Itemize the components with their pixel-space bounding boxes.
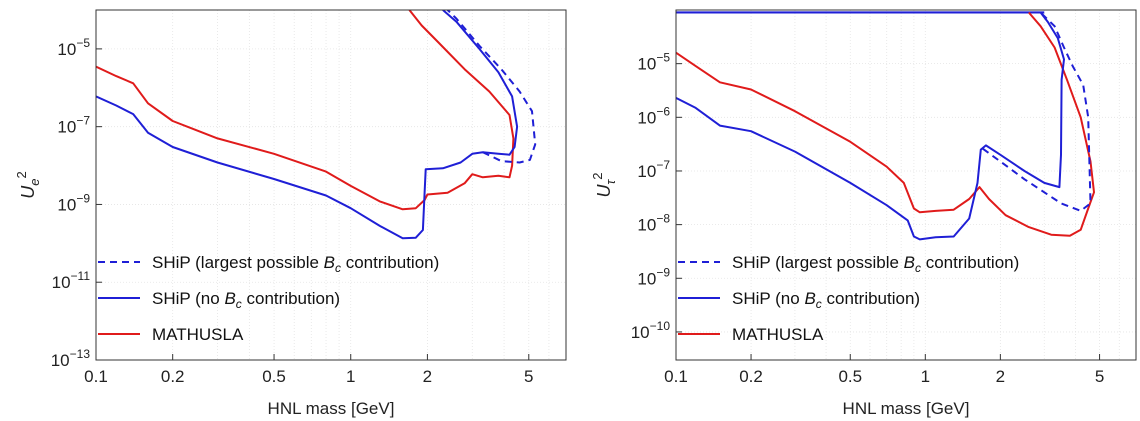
- x-tick-label-right-5: 5: [1095, 367, 1104, 386]
- ticks-left: 0.1 0.2 0.5 1 2 5 10−13 10−11 10−9 10−7 10−5: [51, 36, 534, 386]
- chart-left: 0.1 0.2 0.5 1 2 5 10−13 10−11 10−9 10−7 10−5 HNL m…: [14, 9, 567, 418]
- series-line-ship-right: [676, 11, 1065, 241]
- legend-right: SHiP (largest possible Bc contribution) S…: [678, 253, 1019, 344]
- x-tick-label-left-5: 5: [524, 367, 533, 386]
- y-tick-label-left-3: 10−7: [57, 114, 90, 137]
- y-axis-title-left-sup: 2: [14, 171, 29, 178]
- series-line-ship-bc-right: [982, 11, 1092, 212]
- chart-right: 0.1 0.2 0.5 1 2 5 10−10 10−9 10−8 10−7 10−6 10−5 HN…: [590, 9, 1137, 418]
- x-tick-label-right-2: 0.5: [838, 367, 862, 386]
- y-tick-label-right-1: 10−9: [637, 265, 670, 288]
- y-tick-label-right-5: 10−5: [637, 51, 670, 74]
- y-axis-title-left: Ue2: [14, 171, 42, 198]
- series-line-ship-bc-left: [446, 10, 537, 164]
- y-tick-label-left-4: 10−5: [57, 36, 90, 59]
- series-line-ship-left: [96, 10, 519, 240]
- y-tick-label-left-0: 10−13: [51, 347, 91, 370]
- y-axis-title-right-base: U: [594, 184, 614, 198]
- y-tick-label-left-1: 10−11: [52, 269, 91, 292]
- x-tick-label-left-0: 0.1: [84, 367, 108, 386]
- series-line-mathusla-left: [96, 10, 515, 211]
- x-tick-label-right-4: 2: [996, 367, 1005, 386]
- series-layer-right: [676, 11, 1095, 241]
- y-tick-label-right-2: 10−8: [637, 212, 670, 235]
- legend-label-mathusla-left: MATHUSLA: [152, 325, 244, 344]
- x-tick-label-left-4: 2: [423, 367, 432, 386]
- legend-label-mathusla-right: MATHUSLA: [732, 325, 824, 344]
- x-tick-label-left-2: 0.5: [262, 367, 286, 386]
- x-axis-title-right: HNL mass [GeV]: [843, 399, 970, 418]
- legend-left: SHiP (largest possible Bc contribution) S…: [98, 253, 439, 344]
- x-tick-label-left-1: 0.2: [161, 367, 185, 386]
- y-axis-title-left-sub: e: [27, 179, 42, 186]
- x-tick-label-right-0: 0.1: [664, 367, 688, 386]
- series-line-mathusla-right: [676, 11, 1095, 237]
- y-tick-label-right-3: 10−7: [637, 158, 670, 181]
- y-tick-label-right-0: 10−10: [631, 319, 671, 342]
- legend-label-ship-left: SHiP (no Bc contribution): [152, 289, 340, 311]
- legend-label-ship-right: SHiP (no Bc contribution): [732, 289, 920, 311]
- legend-label-ship-bc-left: SHiP (largest possible Bc contribution): [152, 253, 439, 275]
- y-axis-title-right-sub: τ: [603, 179, 618, 185]
- y-axis-title-right: Uτ2: [590, 172, 618, 197]
- plot-frame-right: [675, 9, 1137, 361]
- y-tick-label-right-4: 10−6: [637, 104, 670, 127]
- legend-label-ship-bc-right: SHiP (largest possible Bc contribution): [732, 253, 1019, 275]
- plot-frame-left: [95, 9, 567, 361]
- x-tick-label-right-1: 0.2: [739, 367, 763, 386]
- x-axis-title-left: HNL mass [GeV]: [268, 399, 395, 418]
- x-tick-label-right-3: 1: [921, 367, 930, 386]
- ticks-right: 0.1 0.2 0.5 1 2 5 10−10 10−9 10−8 10−7 10−6 10−5: [631, 51, 1105, 386]
- y-axis-title-right-sup: 2: [590, 172, 605, 179]
- y-tick-label-left-2: 10−9: [57, 191, 90, 214]
- series-layer-left: [96, 10, 537, 240]
- x-tick-label-left-3: 1: [346, 367, 355, 386]
- y-axis-title-left-base: U: [18, 185, 38, 199]
